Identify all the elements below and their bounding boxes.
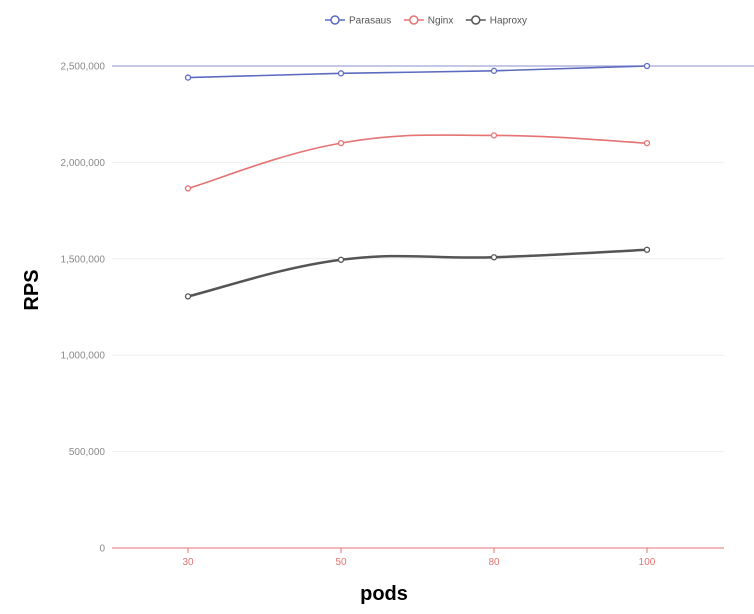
data-point-nginx[interactable] bbox=[337, 139, 345, 147]
data-point-nginx[interactable] bbox=[490, 132, 498, 139]
data-point-nginx[interactable] bbox=[184, 185, 192, 192]
x-tick-label: 50 bbox=[335, 557, 347, 568]
y-tick-label: 500,000 bbox=[69, 447, 106, 458]
legend-label: Nginx bbox=[428, 16, 454, 27]
data-point-haproxy[interactable] bbox=[337, 256, 345, 263]
data-point-parasaus[interactable] bbox=[643, 62, 651, 70]
x-tick-label: 80 bbox=[488, 557, 500, 568]
data-point-haproxy[interactable] bbox=[184, 293, 192, 300]
data-point-parasaus[interactable] bbox=[337, 70, 345, 77]
series-line-nginx bbox=[187, 134, 648, 190]
axes: 0 500,000 1,000,000 1,500,000 2,000,000 2,500… bbox=[61, 62, 724, 568]
series-line-haproxy bbox=[187, 248, 648, 298]
legend-marker-icon bbox=[471, 15, 481, 25]
series-line-parasaus bbox=[187, 65, 648, 79]
data-point-parasaus[interactable] bbox=[490, 67, 498, 74]
y-tick-label: 2,000,000 bbox=[61, 158, 106, 169]
x-tick-label: 100 bbox=[639, 557, 656, 568]
grid bbox=[112, 65, 724, 453]
data-point-parasaus[interactable] bbox=[184, 74, 192, 81]
legend-marker-icon bbox=[409, 15, 419, 25]
y-axis-title: RPS bbox=[21, 269, 43, 310]
x-axis-title: pods bbox=[360, 583, 408, 605]
data-point-nginx[interactable] bbox=[643, 139, 651, 147]
legend-label: Parasaus bbox=[349, 16, 391, 27]
y-tick-label: 0 bbox=[99, 544, 105, 555]
x-tick-label: 30 bbox=[182, 557, 194, 568]
legend: Parasaus Nginx Haproxy bbox=[325, 15, 527, 27]
y-tick-label: 1,000,000 bbox=[61, 351, 106, 362]
legend-item-parasaus[interactable]: Parasaus bbox=[325, 15, 391, 27]
legend-label: Haproxy bbox=[490, 16, 527, 27]
y-tick-label: 1,500,000 bbox=[61, 254, 106, 265]
series-lines bbox=[112, 62, 754, 300]
y-tick-label: 2,500,000 bbox=[61, 62, 106, 73]
data-point-haproxy[interactable] bbox=[643, 246, 651, 253]
data-point-haproxy[interactable] bbox=[490, 254, 498, 261]
legend-item-nginx[interactable]: Nginx bbox=[403, 15, 454, 27]
legend-marker-icon bbox=[330, 15, 340, 25]
legend-item-haproxy[interactable]: Haproxy bbox=[465, 15, 527, 27]
